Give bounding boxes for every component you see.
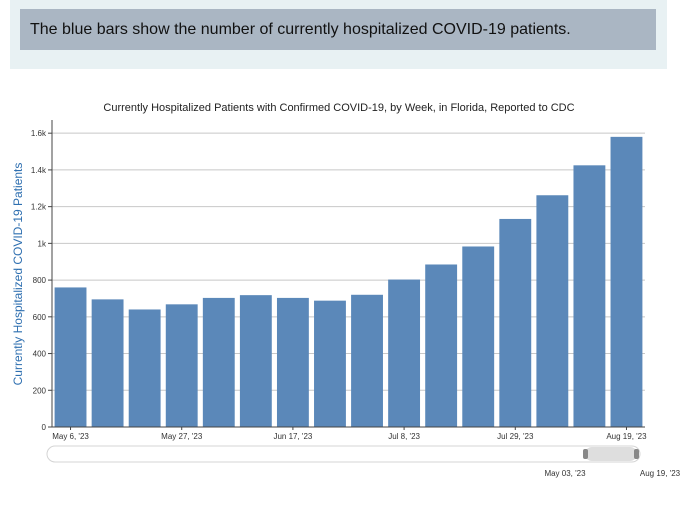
bar[interactable] [239, 295, 272, 427]
x-tick-label: Jul 8, '23 [388, 432, 420, 441]
y-tick-label: 800 [33, 276, 47, 285]
y-tick-label: 1k [38, 239, 47, 248]
bar[interactable] [202, 297, 235, 427]
bar[interactable] [425, 264, 458, 427]
bar[interactable] [351, 294, 383, 427]
range-track [46, 445, 641, 463]
x-tick-label: May 27, '23 [161, 432, 203, 441]
note-panel: The blue bars show the number of current… [10, 0, 667, 69]
bar[interactable] [314, 300, 346, 427]
bars [54, 136, 643, 427]
bar[interactable] [128, 309, 161, 427]
chart-title: Currently Hospitalized Patients with Con… [103, 102, 574, 114]
bar[interactable] [610, 136, 643, 427]
bar[interactable] [499, 218, 532, 427]
range-handle-left[interactable] [583, 449, 588, 459]
range-start-label: May 03, '23 [544, 469, 586, 478]
bar[interactable] [165, 304, 198, 427]
bar[interactable] [91, 299, 124, 427]
range-end-label: Aug 19, '23 [640, 469, 681, 478]
range-slider[interactable]: May 03, '23 Aug 19, '23 [46, 445, 681, 478]
y-axis-label: Currently Hospitalized COVID-19 Patients [11, 163, 25, 386]
y-tick-label: 1.4k [31, 166, 47, 175]
x-tick-labels: May 6, '23 May 27, '23 Jun 17, '23 Jul 8, '… [52, 427, 647, 441]
bar[interactable] [573, 165, 606, 427]
x-tick-label: Jul 29, '23 [497, 432, 534, 441]
y-tick-label: 1.6k [31, 129, 47, 138]
bar[interactable] [462, 246, 495, 427]
y-tick-label: 200 [33, 386, 47, 395]
bar[interactable] [388, 279, 421, 427]
y-tick-label: 600 [33, 313, 47, 322]
range-selection[interactable] [585, 447, 637, 461]
y-tick-label: 1.2k [31, 203, 47, 212]
bar[interactable] [536, 195, 569, 427]
y-tick-label: 0 [42, 423, 47, 432]
x-tick-label: Jun 17, '23 [273, 432, 312, 441]
x-tick-label: Aug 19, '23 [606, 432, 647, 441]
bar[interactable] [54, 287, 87, 427]
range-handle-right[interactable] [634, 449, 639, 459]
y-tick-labels: 0 200 400 600 800 1k 1.2k 1.4k 1.6k [31, 129, 52, 432]
y-tick-label: 400 [33, 350, 47, 359]
note-text: The blue bars show the number of current… [20, 9, 656, 50]
x-tick-label: May 6, '23 [52, 432, 89, 441]
bar[interactable] [276, 297, 309, 427]
